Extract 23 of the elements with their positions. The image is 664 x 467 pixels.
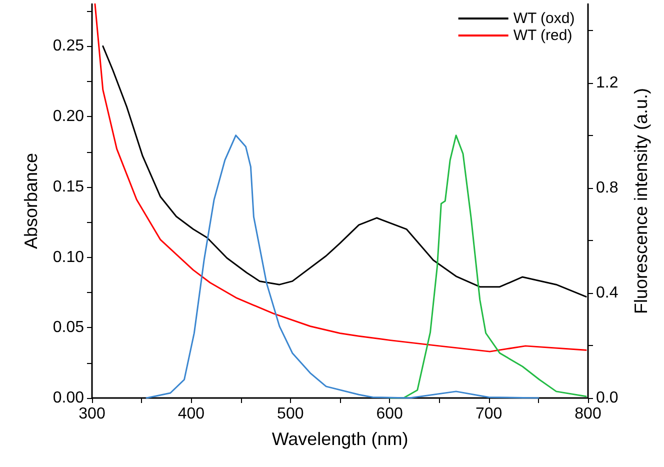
x-tick-label: 600 <box>376 406 404 422</box>
y-tick-label: 0.00 <box>52 390 84 406</box>
y2-tick-label: 0.8 <box>596 179 618 196</box>
line-series <box>94 3 587 352</box>
y2-axis-title: Fluorescence intensity (a.u.) <box>631 88 651 314</box>
line-series <box>146 134 540 399</box>
legend-label: WT (red) <box>513 27 572 44</box>
y2-tick-label: 0.4 <box>596 284 618 302</box>
y-tick-label: 0.20 <box>52 108 84 126</box>
x-tick-label: 500 <box>277 406 304 422</box>
x-tick-label: 700 <box>475 406 502 422</box>
x-tick-label: 800 <box>574 406 602 422</box>
y-tick-label: 0.05 <box>52 319 84 336</box>
y-tick-label: 0.10 <box>52 248 84 266</box>
x-tick-label: 400 <box>178 406 205 422</box>
y-tick-label: 0.15 <box>52 178 84 196</box>
y-tick-label: 0.25 <box>52 38 84 55</box>
legend-label: WT (oxd) <box>513 10 575 27</box>
x-tick-label: 300 <box>78 406 106 422</box>
x-axis-title: Wavelength (nm) <box>272 429 408 449</box>
y2-tick-label: 0.0 <box>596 390 618 406</box>
y2-tick-label: 1.2 <box>596 74 618 92</box>
y-axis-title: Absorbance <box>21 152 41 250</box>
